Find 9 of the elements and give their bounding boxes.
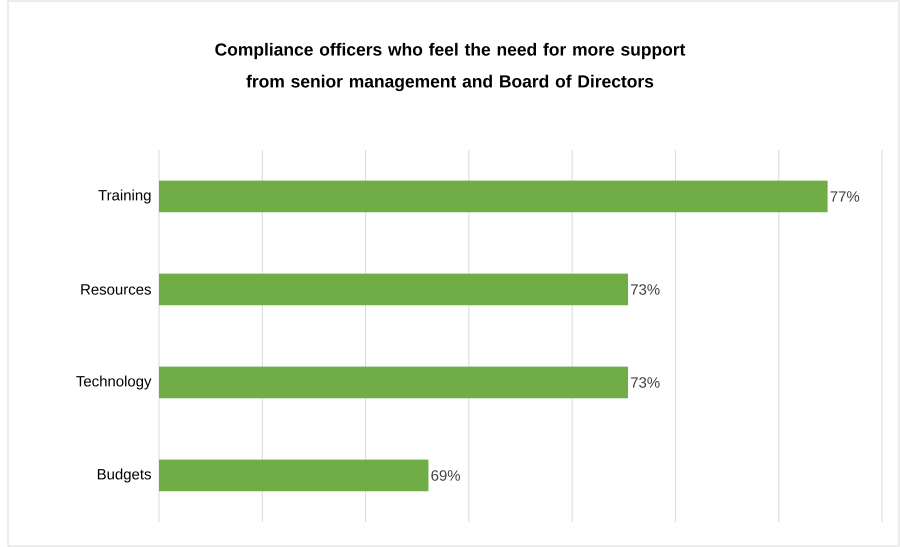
y-tick-label: Budgets bbox=[98, 468, 151, 482]
y-tick-label: Training bbox=[98, 190, 151, 204]
data-label: 73% bbox=[631, 377, 660, 388]
chart-title: Compliance officers who feel the need for more support from senior management and Board of Directors bbox=[215, 42, 686, 92]
y-tick-label: Technology bbox=[76, 376, 152, 390]
data-label: 69% bbox=[431, 470, 460, 481]
data-label: 77% bbox=[830, 191, 860, 202]
data-label: 73% bbox=[631, 284, 660, 295]
y-tick-label: Resources bbox=[81, 284, 151, 295]
